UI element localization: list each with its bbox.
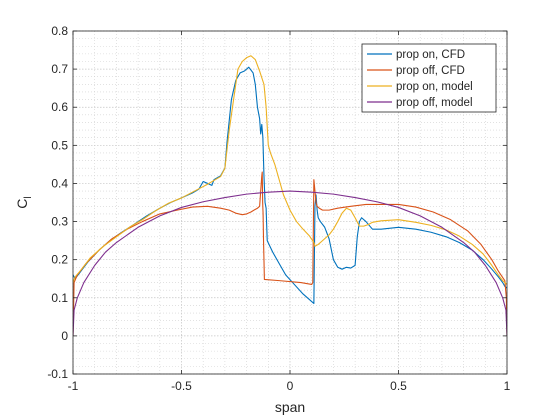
series-line-3	[73, 55, 507, 285]
series-layer	[73, 55, 507, 336]
legend-label: prop on, CFD	[396, 49, 465, 61]
y-tick-label: 0.2	[51, 253, 68, 267]
y-axis-label-main: C	[14, 199, 30, 209]
y-tick-label: 0.3	[51, 215, 68, 229]
y-tick-label: 0.6	[51, 100, 68, 114]
x-tick-label: 0	[287, 379, 294, 393]
legend-label: prop off, CFD	[396, 65, 465, 77]
x-tick-label: 1	[504, 379, 511, 393]
series-line-4	[73, 190, 507, 336]
y-tick-label: 0	[61, 329, 68, 343]
y-tick-label: 0.5	[51, 138, 68, 152]
y-axis-label-subscript: l	[23, 196, 34, 198]
legend-box	[361, 43, 497, 113]
legend: prop on, CFD prop off, CFD prop on, model p…	[361, 43, 497, 113]
y-tick-label: -0.1	[47, 367, 68, 381]
y-tick-label: 0.1	[51, 291, 68, 305]
y-tick-label: 0.4	[51, 176, 68, 190]
legend-label: prop on, model	[396, 81, 473, 93]
x-tick-label: -1	[68, 379, 79, 393]
ticks: -1 -0.5 0 0.5 1 -0.1 0 0.1 0.2 0.3 0.4 0.5 0.6 0.7 0.8	[47, 24, 510, 393]
y-tick-label: 0.7	[51, 62, 68, 76]
x-tick-label: 0.5	[390, 379, 407, 393]
x-axis-label: span	[275, 399, 305, 415]
legend-label: prop off, model	[396, 97, 473, 109]
x-tick-label: -0.5	[171, 379, 192, 393]
y-axis-label: Cl	[14, 196, 34, 208]
y-tick-label: 0.8	[51, 24, 68, 38]
